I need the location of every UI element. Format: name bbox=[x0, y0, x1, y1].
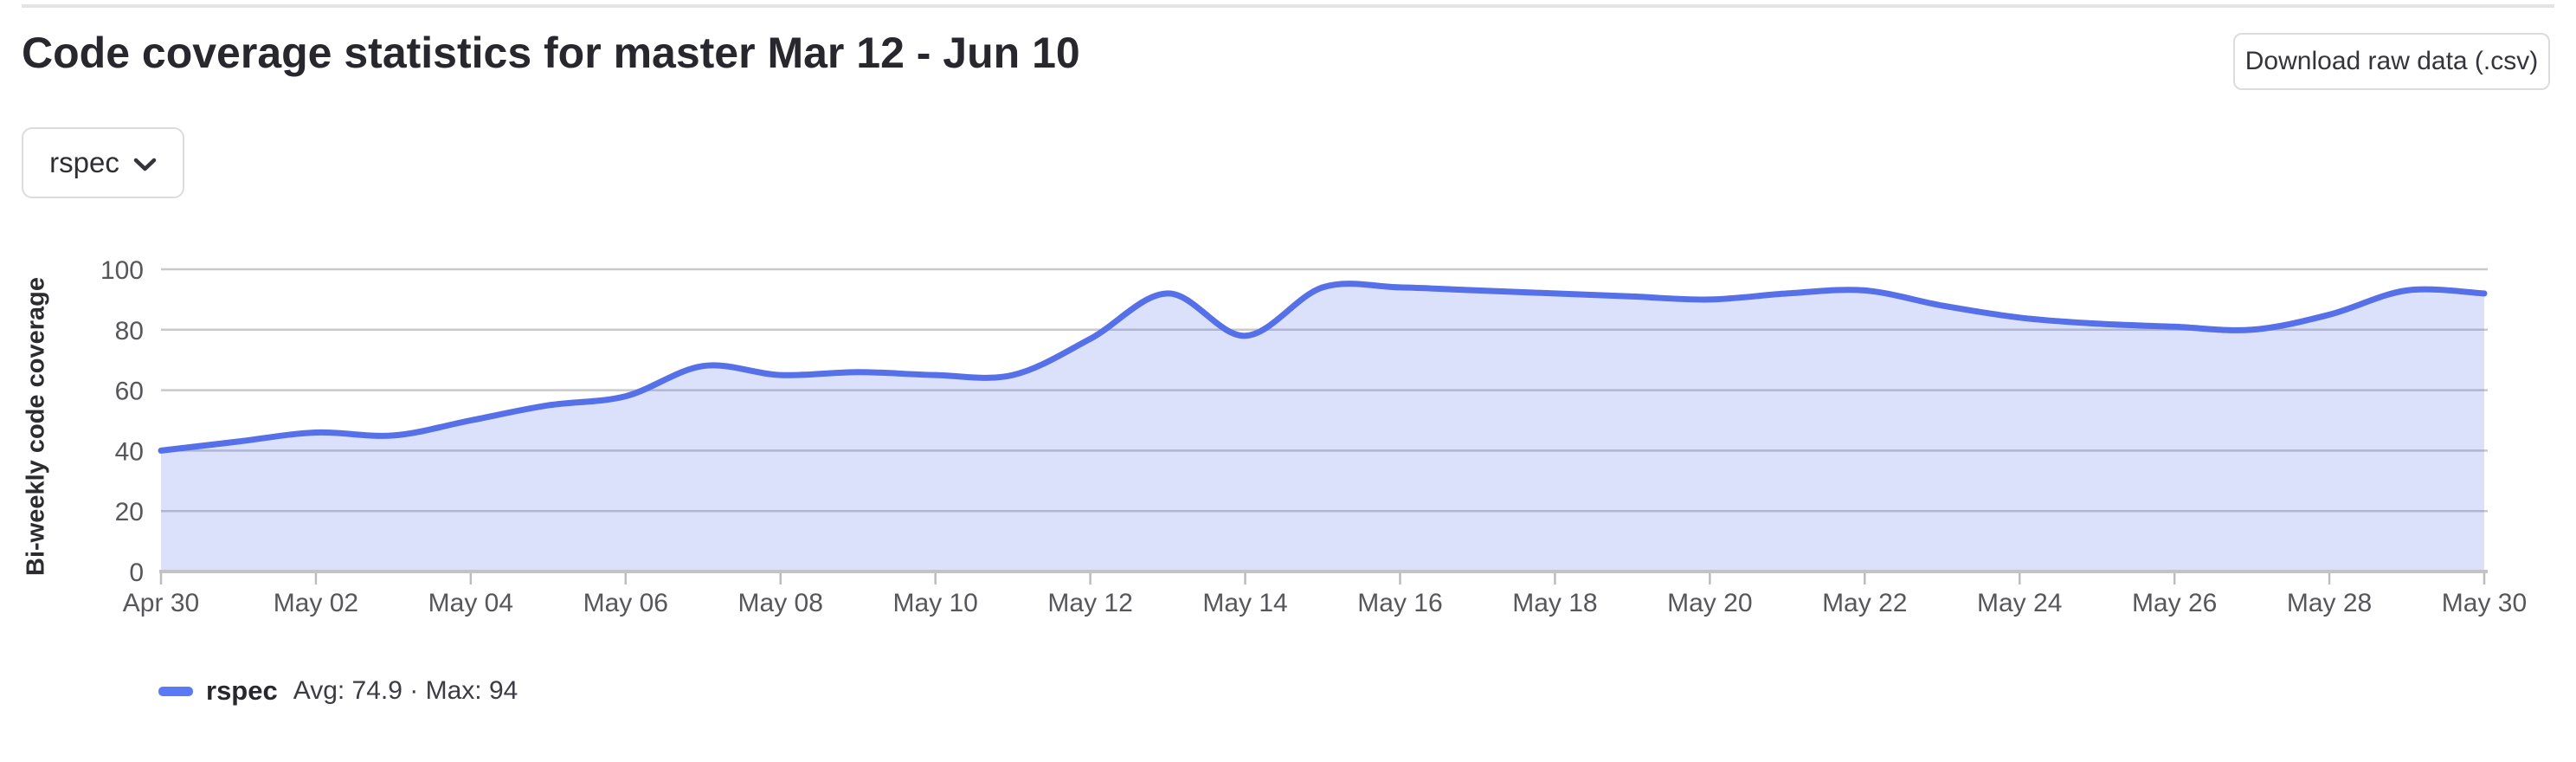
legend-series-stats: Avg: 74.9 · Max: 94 bbox=[293, 676, 518, 705]
svg-text:May 24: May 24 bbox=[1977, 589, 2062, 617]
svg-text:May 30: May 30 bbox=[2442, 589, 2527, 617]
page-title: Code coverage statistics for master Mar … bbox=[22, 29, 1080, 77]
svg-text:80: 80 bbox=[115, 317, 144, 345]
svg-text:May 26: May 26 bbox=[2132, 589, 2217, 617]
legend-series-name: rspec bbox=[206, 675, 278, 706]
svg-text:May 06: May 06 bbox=[583, 589, 668, 617]
svg-text:May 16: May 16 bbox=[1357, 589, 1442, 617]
svg-text:May 04: May 04 bbox=[428, 589, 513, 617]
download-csv-button-label: Download raw data (.csv) bbox=[2244, 47, 2539, 75]
svg-text:Apr 30: Apr 30 bbox=[123, 589, 199, 617]
download-csv-button[interactable]: Download raw data (.csv) bbox=[2233, 33, 2550, 90]
svg-text:May 02: May 02 bbox=[274, 589, 358, 617]
svg-text:May 10: May 10 bbox=[892, 589, 977, 617]
svg-text:0: 0 bbox=[129, 559, 144, 587]
svg-text:May 20: May 20 bbox=[1667, 589, 1752, 617]
job-filter-dropdown[interactable]: rspec bbox=[22, 127, 184, 198]
top-divider bbox=[22, 4, 2554, 8]
svg-text:May 18: May 18 bbox=[1512, 589, 1597, 617]
chart-legend[interactable]: rspec Avg: 74.9 · Max: 94 bbox=[158, 674, 518, 708]
job-filter-selected-value: rspec bbox=[49, 146, 119, 178]
legend-swatch-icon bbox=[158, 686, 193, 696]
svg-text:40: 40 bbox=[115, 437, 144, 466]
svg-text:May 08: May 08 bbox=[738, 589, 823, 617]
svg-text:60: 60 bbox=[115, 378, 144, 406]
svg-text:20: 20 bbox=[115, 498, 144, 526]
svg-text:May 22: May 22 bbox=[1822, 589, 1907, 617]
svg-text:100: 100 bbox=[100, 256, 144, 285]
svg-text:May 12: May 12 bbox=[1047, 589, 1132, 617]
chevron-down-icon bbox=[133, 158, 157, 171]
svg-text:May 28: May 28 bbox=[2287, 589, 2372, 617]
svg-text:May 14: May 14 bbox=[1202, 589, 1287, 617]
